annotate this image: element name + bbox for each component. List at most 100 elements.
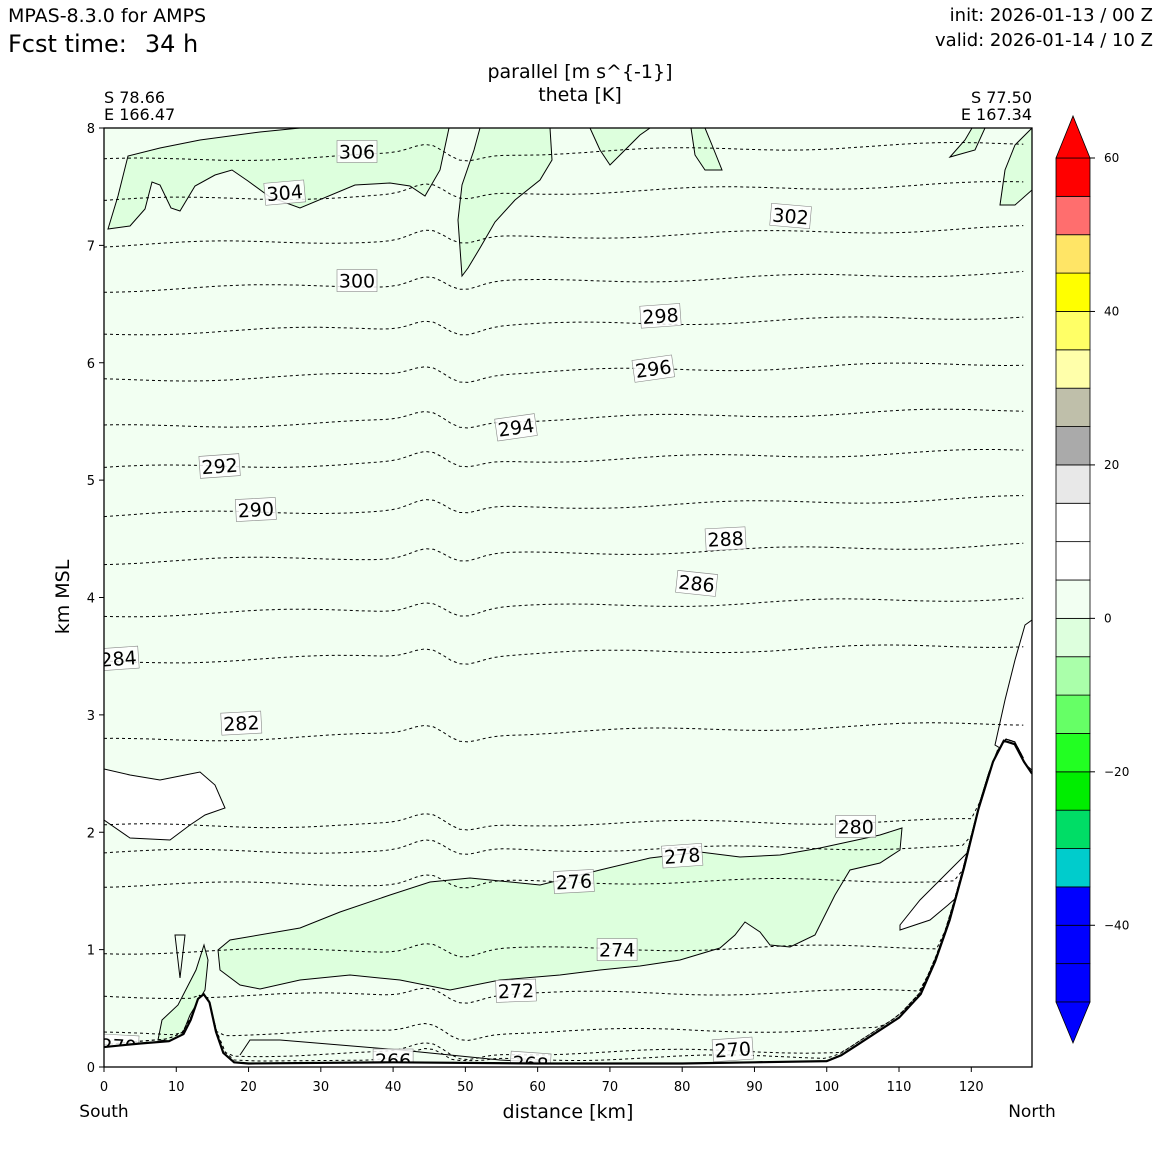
x-tick-label: 30 <box>313 1080 330 1095</box>
x-end-label: North <box>1008 1102 1056 1122</box>
y-axis-label: km MSL <box>52 559 74 634</box>
theta-label-box <box>711 1036 754 1063</box>
theta-label-box <box>494 413 538 442</box>
colorbar-swatch <box>1055 311 1091 351</box>
colorbar-swatch <box>1055 733 1091 773</box>
theta-label-text: 292 <box>201 455 239 479</box>
colorbar-tick-label: 60 <box>1104 151 1119 165</box>
wind-region-small-contour-left <box>174 934 186 979</box>
x-tick-label: 80 <box>674 1080 691 1095</box>
x-tick-label: 50 <box>457 1080 474 1095</box>
theta-label-text: 288 <box>707 528 744 552</box>
theta-label-box <box>631 354 675 383</box>
theta-label-box <box>263 179 306 206</box>
wind-region-top-right <box>999 128 1032 206</box>
theta-label-box <box>769 202 812 230</box>
theta-label: 298 <box>639 303 682 329</box>
theta-label: 294 <box>494 413 538 442</box>
theta-label-box <box>104 645 140 672</box>
theta-label: 292 <box>198 453 241 479</box>
theta-label-text: 276 <box>555 871 592 895</box>
colorbar-swatch <box>1055 694 1091 734</box>
colorbar-tick-label: −20 <box>1104 765 1129 779</box>
x-start-label: South <box>79 1102 128 1122</box>
theta-label-box <box>704 526 747 552</box>
theta-label: 286 <box>675 570 718 598</box>
end-point-lat: S 77.50 <box>971 88 1032 107</box>
forecast-time-value: 34 h <box>144 30 199 58</box>
colorbar-swatch <box>1055 157 1091 197</box>
x-axis-ticks: 0 10 20 30 40 50 60 70 80 90 100 110 120 <box>100 1067 984 1095</box>
theta-label-box <box>495 978 537 1003</box>
y-tick-label: 7 <box>87 239 95 254</box>
forecast-time-label: Fcst time: <box>8 30 127 58</box>
x-tick-label: 110 <box>887 1080 912 1095</box>
colorbar-swatch <box>1055 387 1091 427</box>
x-tick-label: 0 <box>100 1080 108 1095</box>
theta-label-box <box>596 938 638 961</box>
colorbar-swatch <box>1055 426 1091 466</box>
colorbar-swatch <box>1055 195 1091 236</box>
theta-contour-labels: 306 304 302 300 298 296 294 292 290 288 286 284 282 2… <box>104 140 877 1067</box>
chart-title-line2: theta [K] <box>538 84 622 106</box>
colorbar-swatch <box>1055 617 1091 658</box>
colorbar-tick-label: 0 <box>1104 611 1112 625</box>
theta-label-text: 286 <box>677 572 715 598</box>
theta-label-box <box>336 140 378 163</box>
x-tick-label: 100 <box>814 1080 839 1095</box>
theta-label-text: 270 <box>714 1038 752 1062</box>
x-tick-label: 70 <box>602 1080 619 1095</box>
y-tick-label: 3 <box>87 709 95 724</box>
theta-label-text: 274 <box>599 940 635 962</box>
forecast-time: Fcst time: 34 h <box>8 32 198 56</box>
theta-label: 306 <box>336 140 378 164</box>
colorbar-swatch <box>1055 579 1091 619</box>
theta-label: 280 <box>835 815 877 838</box>
y-tick-label: 0 <box>87 1061 95 1076</box>
colorbar-swatch <box>1055 234 1091 274</box>
colorbar-swatch <box>1055 541 1091 581</box>
x-tick-label: 120 <box>959 1080 984 1095</box>
colorbar-swatch <box>1055 349 1091 389</box>
x-tick-label: 60 <box>529 1080 546 1095</box>
x-tick-label: 40 <box>385 1080 402 1095</box>
wind-colorbar: 60 40 20 0 −20 −40 <box>1055 114 1129 1045</box>
colorbar-swatch <box>1055 924 1091 965</box>
theta-line <box>104 738 1024 1041</box>
x-tick-label: 20 <box>240 1080 257 1095</box>
theta-label-text: 296 <box>634 356 673 383</box>
theta-label-text: 306 <box>339 142 375 164</box>
start-point-lon: E 166.47 <box>104 105 175 124</box>
start-point-lat: S 78.66 <box>104 88 165 107</box>
colorbar-extend-max <box>1055 114 1091 159</box>
theta-label: 278 <box>661 843 704 869</box>
x-tick-label: 90 <box>746 1080 763 1095</box>
theta-label-box <box>198 453 241 479</box>
theta-label-box <box>835 815 877 838</box>
theta-line <box>104 738 1024 958</box>
valid-time: valid: 2026-01-14 / 10 Z <box>935 30 1153 51</box>
colorbar-swatch <box>1055 809 1091 849</box>
colorbar-swatch <box>1055 771 1091 811</box>
wind-region-top-mid3 <box>690 128 723 171</box>
theta-label-box <box>552 869 595 894</box>
wind-region-top-mid <box>457 128 553 278</box>
theta-label-text: 294 <box>497 415 536 442</box>
y-axis-ticks: 0 1 2 3 4 5 6 7 8 <box>87 122 104 1076</box>
theta-label: 274 <box>596 938 638 962</box>
colorbar-swatch <box>1055 464 1091 504</box>
theta-label-text: 302 <box>771 204 809 229</box>
terrain-fill <box>104 740 1032 1067</box>
colorbar-swatch <box>1055 502 1091 543</box>
theta-label-text: 282 <box>223 712 260 736</box>
x-axis-label: distance [km] <box>503 1101 634 1123</box>
colorbar-swatch <box>1055 656 1091 696</box>
plot-area: 306 304 302 300 298 296 294 292 290 288 286 284 282 2… <box>104 128 1032 1067</box>
theta-label: 288 <box>704 526 747 552</box>
theta-label: 300 <box>336 269 378 293</box>
y-tick-label: 6 <box>87 357 95 372</box>
model-title: MPAS-8.3.0 for AMPS <box>8 5 207 27</box>
theta-label: 276 <box>552 869 595 895</box>
colorbar-tick-label: 40 <box>1104 304 1119 318</box>
theta-label: 272 <box>495 978 537 1003</box>
